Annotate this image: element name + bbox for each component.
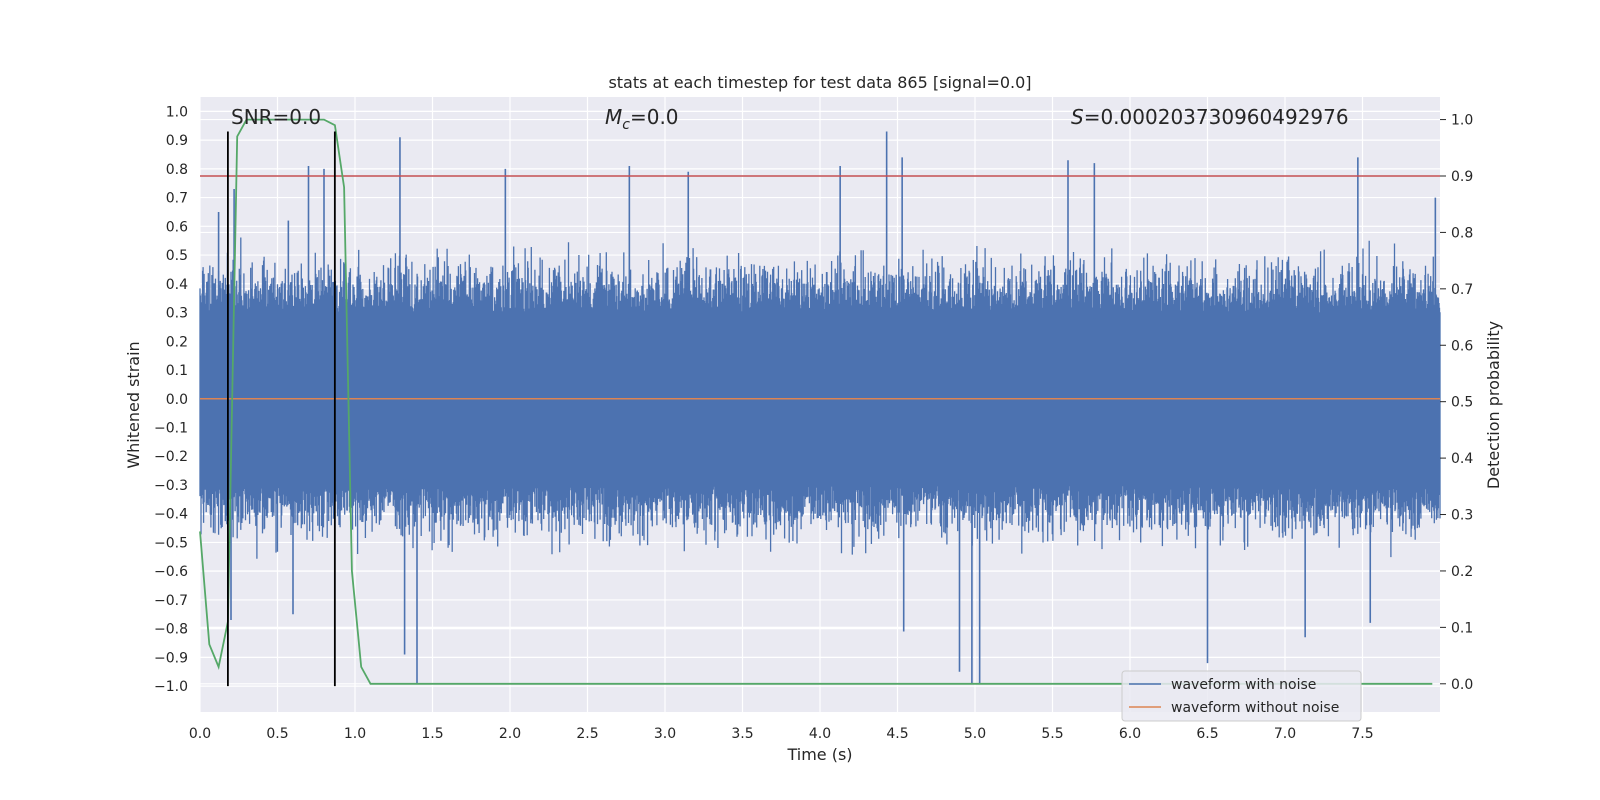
x-tick-label: 4.0 [809, 726, 831, 742]
x-tick-label: 7.0 [1274, 726, 1296, 742]
y-tick-label: −0.3 [154, 478, 188, 494]
y-tick-label: −1.0 [154, 679, 188, 695]
y-tick-label: 0.7 [166, 191, 188, 207]
y2-tick-label: 1.0 [1451, 113, 1473, 129]
y2-tick-label: 0.3 [1451, 508, 1473, 524]
x-tick-label: 2.0 [499, 726, 521, 742]
y-tick-label: −0.5 [154, 535, 188, 551]
chart-title: stats at each timestep for test data 865… [608, 73, 1031, 92]
x-axis-label: Time (s) [786, 745, 852, 764]
y-axis-label: Whitened strain [124, 341, 143, 468]
s-statistic-annotation: S=0.000203730960492976 [1071, 105, 1349, 129]
y2-tick-label: 0.1 [1451, 620, 1473, 636]
y-tick-label: −0.9 [154, 650, 188, 666]
chirp-mass-value: =0.0 [630, 105, 679, 129]
y2-tick-label: 0.8 [1451, 225, 1473, 241]
x-tick-label: 6.5 [1196, 726, 1218, 742]
x-tick-label: 1.0 [344, 726, 366, 742]
legend-label-waveform-with-noise: waveform with noise [1171, 677, 1316, 693]
y-tick-label: 0.5 [166, 248, 188, 264]
y-tick-label: 0.9 [166, 133, 188, 149]
snr-annotation: SNR=0.0 [231, 105, 321, 129]
y-tick-label: −0.4 [154, 507, 188, 523]
x-tick-label: 7.5 [1351, 726, 1373, 742]
y-tick-label: 0.8 [166, 162, 188, 178]
ticks: 0.0 0.5 1.0 1.5 2.0 2.5 3.0 3.5 4.0 4.5 5.0 5.5 6.0 6… [154, 104, 1473, 742]
x-tick-label: 0.0 [189, 726, 211, 742]
x-tick-label: 4.5 [886, 726, 908, 742]
y-tick-label: −0.7 [154, 593, 188, 609]
y-tick-label: 1.0 [166, 104, 188, 120]
y2-axis-label: Detection probability [1484, 321, 1503, 489]
x-tick-label: 0.5 [266, 726, 288, 742]
x-tick-label: 5.5 [1041, 726, 1063, 742]
y2-tick-label: 0.2 [1451, 564, 1473, 580]
x-tick-label: 1.5 [421, 726, 443, 742]
y-tick-label: 0.3 [166, 306, 188, 322]
y-tick-label: 0.2 [166, 334, 188, 350]
chirp-mass-symbol: M [605, 105, 622, 129]
y2-tick-label: 0.6 [1451, 338, 1473, 354]
s-statistic-value: =0.000203730960492976 [1084, 105, 1349, 129]
legend: waveform with noise waveform without noi… [1121, 670, 1362, 722]
x-tick-label: 3.5 [731, 726, 753, 742]
y2-tick-label: 0.5 [1451, 395, 1473, 411]
overlays [199, 118, 1440, 687]
y-tick-label: 0.6 [166, 219, 188, 235]
chirp-mass-annotation: Mc=0.0 [605, 105, 679, 133]
x-tick-label: 6.0 [1119, 726, 1141, 742]
y2-tick-label: 0.7 [1451, 282, 1473, 298]
chirp-mass-subscript: c [622, 117, 630, 133]
y2-tick-label: 0.9 [1451, 169, 1473, 185]
legend-label-waveform-without-noise: waveform without noise [1171, 700, 1339, 716]
s-statistic-symbol: S [1071, 105, 1084, 129]
legend-box [1121, 670, 1362, 722]
y-tick-label: −0.2 [154, 449, 188, 465]
y-tick-label: −0.6 [154, 564, 188, 580]
y-tick-label: 0.1 [166, 363, 188, 379]
x-tick-label: 2.5 [576, 726, 598, 742]
y-tick-label: −0.1 [154, 420, 188, 436]
x-tick-label: 5.0 [964, 726, 986, 742]
y2-tick-label: 0.0 [1451, 677, 1473, 693]
y-tick-label: −0.8 [154, 622, 188, 638]
x-tick-label: 3.0 [654, 726, 676, 742]
y-tick-label: 0.4 [166, 277, 188, 293]
y-tick-label: 0.0 [166, 392, 188, 408]
detection-probability-line [199, 118, 1433, 685]
y2-tick-label: 0.4 [1451, 451, 1473, 467]
